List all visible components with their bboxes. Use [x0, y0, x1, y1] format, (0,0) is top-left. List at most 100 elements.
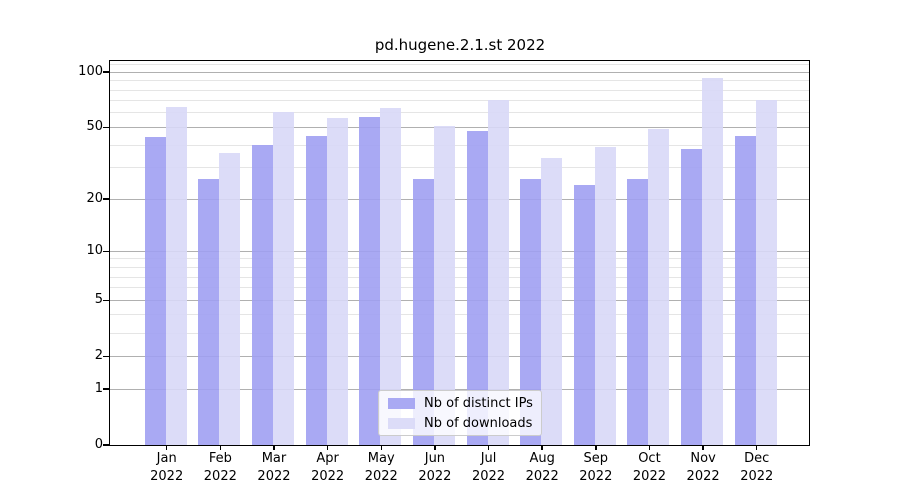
x-tick-label-sep: Sep 2022: [566, 450, 626, 486]
month-label: Aug: [529, 451, 555, 466]
x-tick-sep: [595, 445, 597, 450]
x-tick-jan: [165, 445, 168, 450]
month-label: Feb: [208, 451, 232, 466]
x-tick-label-jan: Jan 2022: [137, 450, 197, 486]
gridline-major-y-5: [110, 299, 809, 301]
x-tick-label-nov: Nov 2022: [673, 450, 733, 486]
year-label: 2022: [203, 469, 237, 484]
bar-ips-sep: [573, 184, 595, 445]
year-label: 2022: [686, 469, 720, 484]
year-label: 2022: [471, 469, 506, 484]
bar-downloads-jan: [165, 106, 187, 445]
y-tick-1: [103, 388, 110, 390]
x-tick-oct: [648, 445, 651, 450]
gridline-minor-y-7: [110, 276, 809, 278]
bar-downloads-jul: [487, 99, 509, 445]
bar-ips-nov: [681, 149, 703, 445]
y-tick-2: [103, 355, 110, 357]
year-label: 2022: [579, 469, 613, 484]
gridline-minor-y-70: [110, 100, 809, 102]
bar-downloads-jun: [433, 125, 455, 445]
year-label: 2022: [418, 469, 452, 484]
year-label: 2022: [364, 469, 398, 484]
gridline-minor-y-6: [110, 287, 809, 289]
legend-label-downloads: Nb of downloads: [424, 415, 533, 431]
x-tick-label-apr: Apr 2022: [298, 450, 358, 486]
y-tick-label-0: 0: [94, 437, 103, 452]
gridline-major-y-50: [110, 126, 809, 128]
gridline-major-y-100: [110, 71, 809, 73]
y-tick-label-5: 5: [94, 292, 103, 308]
x-tick-dec: [755, 445, 758, 450]
month-label: May: [367, 451, 395, 466]
bar-downloads-oct: [648, 128, 670, 445]
year-label: 2022: [632, 469, 666, 484]
bar-ips-jun: [412, 178, 434, 445]
month-label: Jun: [424, 451, 446, 466]
x-tick-mar: [273, 445, 275, 450]
x-tick-nov: [702, 445, 704, 450]
bar-ips-oct: [627, 178, 649, 445]
gridline-major-y-20: [110, 198, 809, 200]
gridline-minor-y-9: [110, 258, 809, 260]
gridline-minor-y-90: [110, 80, 809, 82]
bar-downloads-sep: [594, 147, 616, 445]
bar-ips-aug: [520, 178, 542, 445]
month-label: Jul: [480, 451, 497, 466]
gridline-major-y-1: [110, 388, 809, 390]
x-tick-label-oct: Oct 2022: [619, 450, 679, 486]
x-tick-label-jul: Jul 2022: [459, 450, 519, 486]
year-label: 2022: [525, 469, 559, 484]
legend-label-distinct-ips: Nb of distinct IPs: [424, 395, 533, 411]
gridline-minor-y-60: [110, 112, 809, 114]
month-label: Jan: [156, 451, 177, 466]
x-tick-jun: [434, 445, 436, 450]
chart-title: pd.hugene.2.1.st 2022: [374, 36, 546, 54]
gridline-minor-y-40: [110, 144, 809, 146]
month-label: Dec: [744, 451, 770, 466]
year-label: 2022: [150, 469, 184, 484]
month-label: Nov: [690, 451, 716, 466]
month-label: Sep: [583, 451, 609, 466]
year-label: 2022: [740, 469, 774, 484]
x-tick-label-feb: Feb 2022: [190, 450, 250, 486]
gridline-major-y-10: [110, 250, 809, 252]
x-tick-label-dec: Dec 2022: [727, 450, 787, 486]
x-tick-label-jun: Jun 2022: [405, 450, 465, 486]
bar-downloads-mar: [272, 111, 294, 445]
gridline-minor-y-4: [110, 314, 809, 316]
legend-item-downloads: Nb of downloads: [379, 415, 541, 431]
bar-ips-feb: [198, 178, 220, 445]
legend: Nb of distinct IPs Nb of downloads: [378, 390, 542, 436]
bar-ips-jul: [466, 130, 488, 445]
y-tick-label-2: 2: [94, 348, 103, 364]
bar-downloads-may: [380, 107, 402, 445]
legend-swatch-downloads: [388, 417, 415, 429]
y-tick-label-10: 10: [86, 243, 103, 259]
x-tick-label-aug: Aug 2022: [512, 450, 572, 486]
y-tick-10: [103, 250, 110, 253]
gridline-minor-y-80: [110, 89, 809, 91]
y-tick-label-20: 20: [86, 191, 103, 207]
gridline-minor-y-8: [110, 267, 809, 268]
x-tick-may: [380, 445, 382, 450]
bar-downloads-dec: [755, 99, 777, 445]
bar-ips-dec: [734, 135, 756, 445]
y-tick-label-100: 100: [78, 64, 103, 80]
y-tick-0: [103, 444, 110, 446]
month-label: Mar: [261, 451, 287, 466]
month-label: Oct: [638, 451, 661, 466]
x-tick-apr: [326, 445, 329, 450]
x-tick-jul: [487, 445, 490, 450]
year-label: 2022: [257, 469, 291, 484]
y-tick-100: [103, 71, 110, 73]
legend-item-distinct-ips: Nb of distinct IPs: [379, 395, 541, 411]
y-tick-5: [103, 299, 110, 301]
year-label: 2022: [311, 469, 345, 484]
legend-swatch-distinct-ips: [388, 397, 415, 409]
month-label: Apr: [316, 451, 339, 466]
x-tick-aug: [541, 445, 543, 450]
y-tick-label-50: 50: [86, 119, 103, 135]
bar-ips-jan: [144, 137, 166, 445]
